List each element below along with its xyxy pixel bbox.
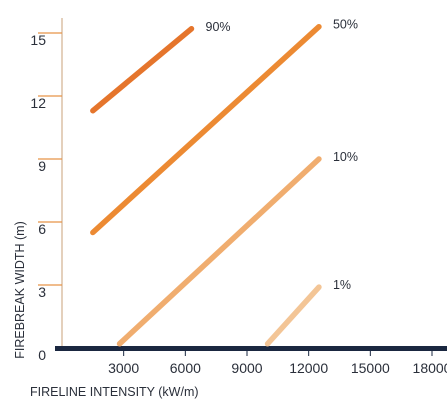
y-tick-label: 12 (30, 95, 46, 111)
x-tick-label: 9000 (231, 360, 262, 376)
series-layer: 90% 50% 10% 1% (90, 18, 358, 347)
x-tick-label: 18000 (413, 360, 447, 376)
y-tick-label: 6 (38, 221, 46, 237)
x-axis-line (55, 346, 447, 351)
series-label-50-pct: 50% (333, 18, 358, 32)
x-tick-label: 3000 (108, 360, 139, 376)
x-tick-label: 15000 (351, 360, 390, 376)
series-line-90-pct (90, 26, 195, 114)
x-tick-label: 12000 (289, 360, 328, 376)
series-line-50-pct (90, 23, 322, 236)
y-tick-label: 15 (30, 32, 46, 48)
x-tick-label: 6000 (170, 360, 201, 376)
y-axis-title: FIREBREAK WIDTH (m) (13, 221, 27, 359)
x-axis: 3000 6000 9000 12000 15000 18000 (55, 346, 447, 376)
y-tick-label: 0 (38, 347, 46, 363)
series-label-90-pct: 90% (206, 20, 231, 34)
y-axis: 0 3 6 9 12 15 (30, 18, 63, 363)
x-axis-title: FIRELINE INTENSITY (kW/m) (30, 385, 199, 399)
y-tick-label: 3 (38, 284, 46, 300)
y-tick-label: 9 (38, 158, 46, 174)
series-line-1-pct (264, 284, 322, 347)
series-line-10-pct (116, 156, 322, 347)
series-label-1-pct: 1% (333, 278, 351, 292)
series-label-10-pct: 10% (333, 150, 358, 164)
